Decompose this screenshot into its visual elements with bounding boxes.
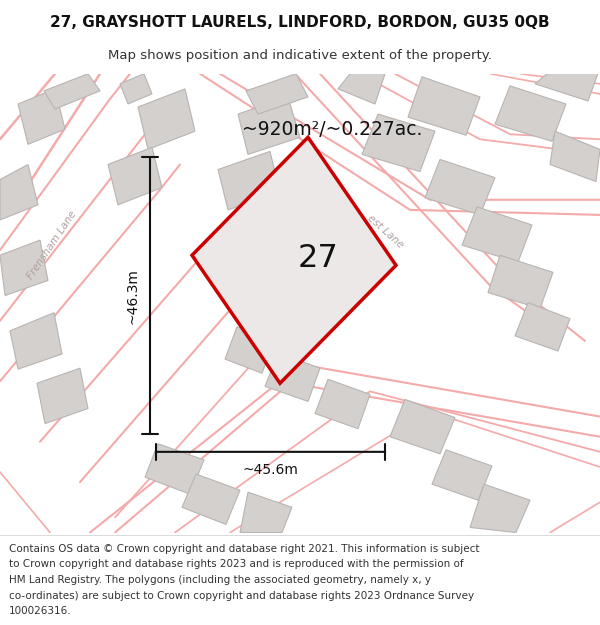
Polygon shape	[218, 151, 280, 210]
Polygon shape	[535, 71, 599, 101]
Polygon shape	[10, 312, 62, 369]
Text: ~46.3m: ~46.3m	[125, 268, 139, 324]
Polygon shape	[192, 138, 396, 383]
Polygon shape	[108, 148, 162, 205]
Text: 27, GRAYSHOTT LAURELS, LINDFORD, BORDON, GU35 0QB: 27, GRAYSHOTT LAURELS, LINDFORD, BORDON,…	[50, 14, 550, 29]
Polygon shape	[18, 89, 65, 144]
Polygon shape	[550, 131, 600, 182]
Text: ~920m²/~0.227ac.: ~920m²/~0.227ac.	[242, 120, 422, 139]
Polygon shape	[390, 399, 455, 454]
Polygon shape	[0, 164, 38, 220]
Polygon shape	[432, 450, 492, 500]
Polygon shape	[470, 484, 530, 532]
Polygon shape	[265, 353, 320, 401]
Text: Contains OS data © Crown copyright and database right 2021. This information is : Contains OS data © Crown copyright and d…	[9, 544, 479, 554]
Polygon shape	[495, 86, 566, 141]
Text: Frensham Lane: Frensham Lane	[25, 209, 79, 281]
Polygon shape	[238, 97, 300, 154]
Polygon shape	[246, 74, 308, 114]
Polygon shape	[425, 159, 495, 215]
Polygon shape	[315, 379, 370, 429]
Text: Map shows position and indicative extent of the property.: Map shows position and indicative extent…	[108, 49, 492, 62]
Polygon shape	[515, 302, 570, 351]
Polygon shape	[338, 71, 386, 104]
Text: est Lane: est Lane	[365, 214, 405, 251]
Polygon shape	[44, 74, 100, 109]
Text: 100026316.: 100026316.	[9, 606, 71, 616]
Text: to Crown copyright and database rights 2023 and is reproduced with the permissio: to Crown copyright and database rights 2…	[9, 559, 464, 569]
Text: ~45.6m: ~45.6m	[242, 463, 298, 477]
Text: HM Land Registry. The polygons (including the associated geometry, namely x, y: HM Land Registry. The polygons (includin…	[9, 575, 431, 585]
Polygon shape	[462, 207, 532, 262]
Polygon shape	[240, 492, 292, 532]
Text: 27: 27	[298, 242, 338, 274]
Text: co-ordinates) are subject to Crown copyright and database rights 2023 Ordnance S: co-ordinates) are subject to Crown copyr…	[9, 591, 474, 601]
Polygon shape	[408, 77, 480, 135]
Polygon shape	[225, 327, 274, 373]
Polygon shape	[37, 368, 88, 424]
Polygon shape	[120, 74, 152, 104]
Polygon shape	[145, 444, 204, 494]
Polygon shape	[362, 114, 435, 171]
Polygon shape	[0, 240, 48, 296]
Polygon shape	[138, 89, 195, 149]
Polygon shape	[488, 255, 553, 309]
Polygon shape	[182, 474, 240, 524]
